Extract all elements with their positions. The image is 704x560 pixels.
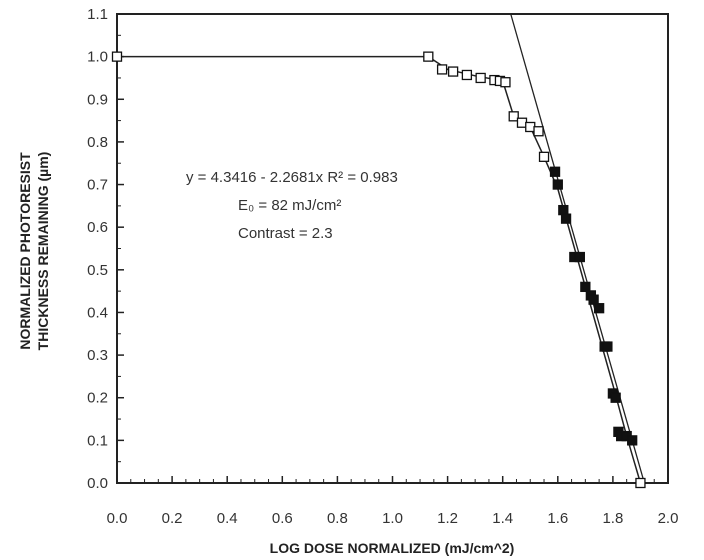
filled-square-point: [580, 281, 591, 293]
y-tick-label: 0.2: [87, 390, 108, 407]
x-tick-label: 1.6: [547, 510, 568, 527]
filled-square-point: [593, 303, 605, 314]
y-tick-label: 0.8: [87, 134, 108, 151]
open-square-point: [538, 151, 550, 162]
y-tick-label: 0.6: [87, 219, 108, 236]
filled-square-point: [549, 166, 561, 177]
filled-square-point: [552, 179, 563, 190]
e0-annotation: E₀ = 82 mJ/cm²: [238, 197, 341, 214]
data-curve: [117, 55, 642, 484]
fit-line: [510, 13, 645, 484]
y-axis-title-line-2: THICKNESS REMAINING (µm): [35, 152, 51, 351]
open-square-point: [635, 477, 646, 489]
open-square-point: [436, 64, 448, 75]
x-tick-label: 2.0: [658, 510, 679, 527]
x-tick-label: 1.0: [382, 510, 403, 527]
x-tick-label: 0.2: [162, 510, 183, 527]
open-square-point: [423, 51, 434, 62]
x-tick-label: 0.4: [217, 510, 238, 527]
x-tick-label: 1.2: [437, 510, 458, 527]
y-tick-label: 0.1: [87, 432, 108, 449]
y-tick-label: 0.4: [87, 304, 108, 321]
x-axis-title: LOG DOSE NORMALIZED (mJ/cm^2): [270, 540, 515, 556]
filled-square-point: [560, 213, 572, 224]
filled-square-point: [610, 392, 621, 403]
y-tick-label: 1.0: [87, 49, 108, 66]
plot-frame: [116, 13, 669, 484]
y-axis-title-line-1: NORMALIZED PHOTORESIST: [17, 152, 33, 350]
contrast-annotation: Contrast = 2.3: [238, 225, 333, 242]
y-tick-label: 0.5: [87, 262, 108, 279]
plot-lines: [117, 13, 668, 484]
open-square-point: [111, 51, 123, 62]
y-tick-label: 0.9: [87, 91, 108, 108]
y-tick-label: 0.7: [87, 177, 108, 194]
open-square-point: [461, 69, 473, 81]
ticks: 0.0 0.2 0.4 0.6 0.8 1.0 1.2 1.4 1.6 1.8 2.0 0.0 0.1 0…: [87, 6, 678, 527]
y-tick-label: 0.3: [87, 347, 108, 364]
filled-square-point: [588, 294, 599, 305]
open-square-point: [500, 77, 511, 88]
open-square-point: [447, 66, 459, 77]
filled-square-point: [574, 251, 585, 263]
fit-equation-annotation: y = 4.3416 - 2.2681x R² = 0.983: [186, 169, 398, 186]
x-tick-label: 1.4: [492, 510, 513, 527]
open-square-point: [475, 72, 486, 84]
x-tick-label: 0.0: [107, 510, 128, 527]
x-tick-label: 0.6: [272, 510, 293, 527]
axes: [116, 13, 669, 484]
x-tick-label: 0.8: [327, 510, 348, 527]
data-points: [111, 51, 646, 489]
y-tick-label: 0.0: [87, 475, 108, 492]
open-square-point: [533, 126, 544, 137]
y-tick-label: 1.1: [87, 6, 108, 23]
filled-square-point: [558, 204, 569, 216]
open-square-point: [508, 111, 519, 122]
x-tick-label: 1.8: [602, 510, 623, 527]
filled-square-point: [602, 341, 613, 352]
filled-square-point: [627, 435, 638, 446]
